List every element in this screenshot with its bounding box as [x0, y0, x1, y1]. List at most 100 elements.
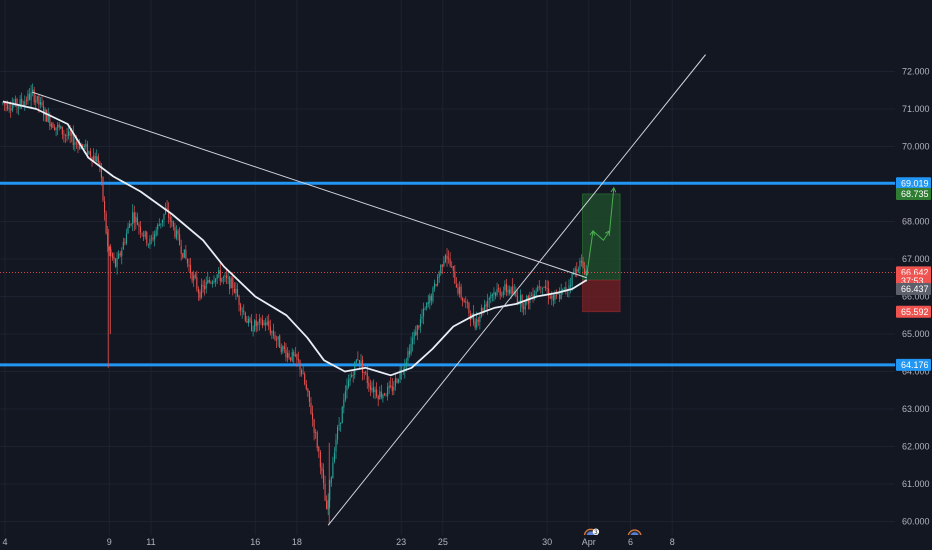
candle-body	[266, 321, 268, 325]
candle-body	[163, 213, 165, 220]
candle-body	[64, 134, 67, 136]
candle-body	[557, 293, 559, 295]
candle-body	[584, 268, 586, 275]
candle-body	[507, 289, 509, 293]
candle-body	[455, 284, 457, 288]
candle-body	[88, 151, 90, 154]
candle-body	[83, 146, 85, 148]
candle-body	[263, 322, 265, 325]
candle-body	[357, 359, 359, 360]
candle-body	[249, 318, 251, 322]
time-axis[interactable]: 4 9 11 16 18 23 25 30 Apr 6 8	[0, 535, 932, 550]
candle-body	[110, 249, 112, 254]
price-badge-label: 68.735	[901, 189, 929, 199]
candle-body	[468, 302, 470, 313]
price-tick-label: 72.000	[902, 67, 930, 77]
candle-body	[158, 224, 160, 226]
candle-body	[363, 371, 365, 373]
candle-body	[136, 217, 138, 225]
candle-body	[360, 360, 362, 365]
price-tick-label: 71.000	[902, 104, 930, 114]
candle-body	[570, 285, 572, 287]
candle-body	[21, 98, 23, 104]
candle-body	[530, 295, 533, 297]
candle-body	[574, 268, 576, 274]
candle-body	[86, 143, 88, 155]
candle-body	[91, 156, 93, 161]
candle-body	[221, 278, 223, 282]
candle-body	[416, 325, 418, 335]
candle-body	[246, 320, 248, 323]
candle-body	[139, 226, 142, 233]
candle-body	[288, 353, 290, 358]
candle-body	[369, 385, 371, 390]
descending-trendline	[31, 91, 587, 279]
stop-zone	[582, 279, 621, 313]
candle-body	[484, 304, 486, 312]
candle-body	[30, 92, 32, 101]
price-badge	[896, 358, 931, 371]
candle-body	[160, 223, 162, 225]
candle-body	[548, 288, 550, 297]
candle-body	[188, 264, 190, 267]
projection-arrowhead	[610, 186, 617, 193]
candle-body	[41, 102, 43, 106]
candle-body	[319, 452, 321, 468]
candle-body	[43, 106, 45, 116]
candle-body	[577, 269, 579, 272]
candle-body	[476, 318, 478, 328]
time-axis-background	[0, 535, 932, 550]
candle-body	[322, 469, 325, 484]
candle-body	[510, 287, 512, 295]
candle-body	[335, 439, 337, 452]
candle-body	[11, 105, 13, 111]
time-tick-label: 9	[107, 537, 112, 547]
candle-body	[405, 361, 407, 365]
candles	[2, 83, 589, 524]
candle-body	[380, 391, 382, 398]
candle-body	[143, 234, 145, 237]
candle-body	[77, 143, 79, 145]
candle-body	[68, 131, 70, 137]
candle-body	[236, 288, 239, 297]
candle-body	[89, 151, 92, 157]
candle-body	[498, 287, 500, 290]
candle-body	[365, 371, 367, 374]
candle-body	[285, 349, 287, 358]
candle-body	[290, 357, 292, 361]
candle-body	[141, 233, 143, 235]
candle-body	[119, 253, 121, 256]
candle-body	[190, 265, 192, 274]
candle-body	[166, 207, 168, 210]
candle-body	[114, 258, 117, 267]
candle-body	[199, 292, 201, 299]
price-badge-label: 66.437	[901, 284, 929, 294]
candle-body	[296, 354, 298, 360]
projection-path	[586, 187, 615, 276]
candle-body	[415, 331, 417, 336]
candle-body	[338, 424, 340, 426]
candle-body	[230, 278, 232, 289]
candle-body	[36, 95, 38, 101]
candle-body	[560, 290, 562, 299]
price-badge-label: 66.642	[901, 267, 929, 277]
candle-body	[546, 288, 548, 290]
candle-body	[458, 286, 461, 294]
candle-body	[194, 274, 196, 278]
candle-body	[182, 253, 184, 258]
candle-body	[279, 335, 281, 348]
candle-body	[487, 300, 489, 307]
candle-body	[207, 279, 209, 284]
price-badge	[896, 177, 931, 190]
candle-body	[269, 326, 271, 334]
candle-body	[571, 273, 573, 286]
candle-body	[171, 220, 173, 223]
candle-body	[307, 388, 309, 392]
candle-body	[304, 373, 306, 385]
candle-body	[8, 108, 10, 110]
candle-body	[144, 231, 146, 237]
candle-body	[14, 99, 16, 105]
candle-body	[247, 318, 249, 324]
candle-body	[310, 402, 312, 414]
